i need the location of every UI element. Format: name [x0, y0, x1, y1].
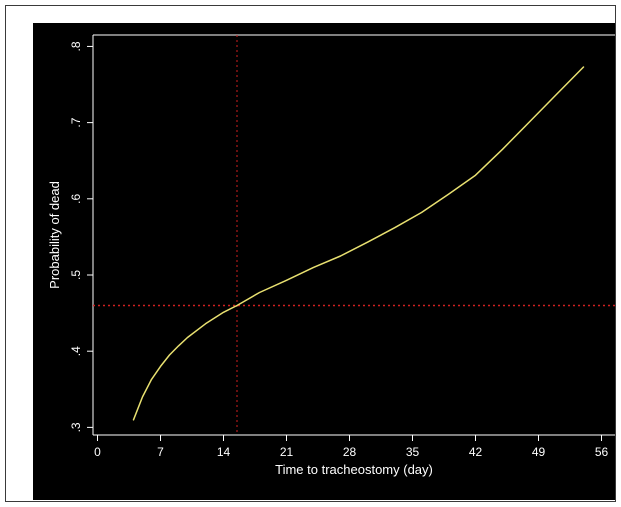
- reference-lines: [93, 35, 615, 435]
- x-tick-label: 21: [280, 445, 294, 459]
- x-tick-label: 42: [469, 445, 483, 459]
- x-tick-label: 0: [94, 445, 101, 459]
- x-tick-label: 7: [157, 445, 164, 459]
- chart: 0 7 14 21 28 35 42 49 56 .3 .4 .5 .6 .7 .8 Time to tr…: [33, 23, 615, 500]
- x-axis-ticks: 0 7 14 21 28 35 42 49 56: [94, 435, 608, 459]
- y-tick-label: .6: [69, 193, 83, 203]
- series-group: [132, 66, 585, 421]
- x-tick-label: 14: [217, 445, 231, 459]
- plot-area: 0 7 14 21 28 35 42 49 56 .3 .4 .5 .6 .7 .8: [69, 34, 615, 459]
- y-tick-label: .3: [69, 422, 83, 432]
- series-line: [132, 66, 585, 421]
- y-axis-ticks: .3 .4 .5 .6 .7 .8: [69, 41, 93, 432]
- y-tick-label: .5: [69, 270, 83, 280]
- x-tick-label: 35: [406, 445, 420, 459]
- x-tick-label: 49: [532, 445, 546, 459]
- y-axis-title: Probability of dead: [47, 181, 62, 289]
- x-tick-label: 56: [595, 445, 609, 459]
- x-tick-label: 28: [343, 445, 357, 459]
- y-tick-label: .4: [69, 346, 83, 356]
- chart-background: [33, 23, 615, 500]
- y-tick-label: .8: [69, 41, 83, 51]
- figure-frame: 0 7 14 21 28 35 42 49 56 .3 .4 .5 .6 .7 .8 Time to tr…: [5, 5, 616, 502]
- x-axis-title: Time to tracheostomy (day): [275, 462, 433, 477]
- y-tick-label: .7: [69, 117, 83, 127]
